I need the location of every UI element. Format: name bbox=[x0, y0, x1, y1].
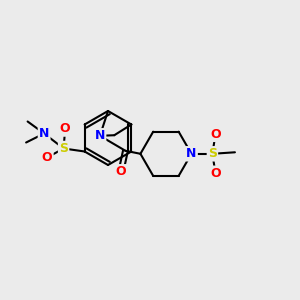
Text: O: O bbox=[116, 165, 126, 178]
Text: O: O bbox=[42, 151, 52, 164]
Text: S: S bbox=[59, 142, 68, 155]
Text: O: O bbox=[210, 128, 221, 141]
Text: N: N bbox=[39, 127, 49, 140]
Text: O: O bbox=[210, 167, 221, 180]
Text: N: N bbox=[186, 147, 197, 160]
Text: S: S bbox=[208, 147, 217, 160]
Text: N: N bbox=[95, 129, 105, 142]
Text: O: O bbox=[60, 122, 70, 136]
